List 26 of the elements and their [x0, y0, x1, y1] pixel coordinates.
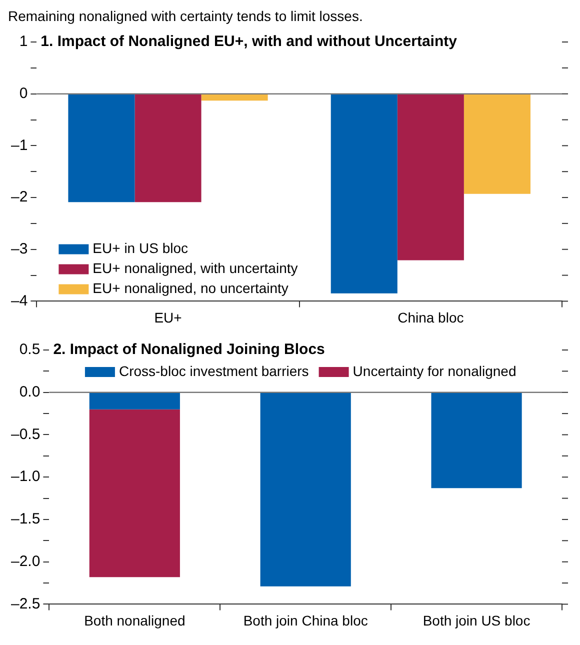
x-tick-label: Both join China bloc	[243, 612, 368, 628]
legend-label: EU+ in US bloc	[92, 240, 188, 256]
chart-title: 1. Impact of Nonaligned EU+, with and without Uncertainty	[40, 33, 458, 50]
y-tick-label: –1.0	[10, 468, 40, 486]
y-tick-label: –3	[10, 240, 28, 258]
y-tick-label: 0	[19, 84, 28, 102]
y-tick-label: –2	[10, 188, 28, 206]
legend-label: Uncertainty for nonaligned	[352, 362, 516, 379]
legend-label: EU+ nonaligned, no uncertainty	[92, 280, 288, 296]
y-tick-label: 0.0	[19, 384, 40, 401]
x-tick-label: Both join US bloc	[422, 612, 530, 628]
legend-label: EU+ nonaligned, with uncertainty	[92, 260, 298, 276]
legend-label: Cross-bloc investment barriers	[118, 362, 309, 379]
x-tick-label: Both nonaligned	[84, 612, 186, 628]
chart-title: 2. Impact of Nonaligned Joining Blocs	[53, 341, 325, 358]
y-tick-label: –1.5	[10, 510, 40, 528]
x-tick-label: EU+	[154, 309, 182, 326]
y-tick-label: –4	[10, 292, 28, 310]
y-tick-label: 1	[19, 33, 28, 50]
x-tick-label: China bloc	[398, 309, 464, 326]
y-tick-label: 0.5	[19, 341, 40, 358]
text: Remaining nonaligned with certainty tends to limit losses.	[8, 8, 364, 24]
y-tick-label: –1	[10, 136, 28, 154]
y-tick-label: –2.5	[10, 595, 40, 612]
y-tick-label: –0.5	[10, 426, 40, 443]
y-tick-label: –2.0	[10, 552, 40, 570]
